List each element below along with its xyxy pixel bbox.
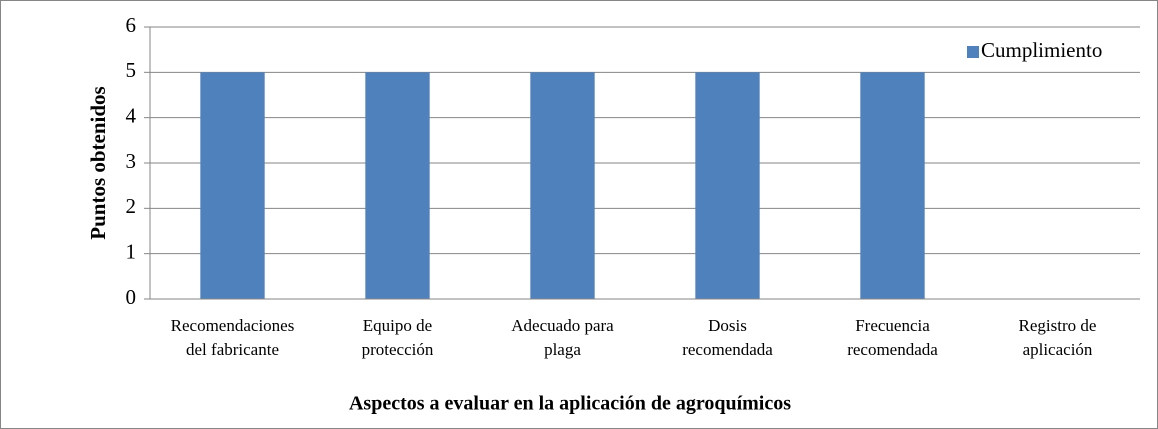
legend-swatch — [967, 46, 979, 58]
x-tick-label: del fabricante — [186, 340, 279, 359]
bar — [365, 72, 430, 299]
y-tick-label: 0 — [126, 285, 137, 309]
bar — [695, 72, 760, 299]
x-tick-label: Equipo de — [363, 316, 432, 335]
y-tick-label: 5 — [126, 58, 137, 82]
x-tick-label: Adecuado para — [511, 316, 614, 335]
x-tick-label: recomendada — [682, 340, 773, 359]
y-tick-label: 6 — [126, 13, 137, 37]
bar — [530, 72, 595, 299]
y-tick-label: 4 — [126, 103, 137, 127]
x-tick-label: recomendada — [847, 340, 938, 359]
x-tick-label: Registro de — [1019, 316, 1097, 335]
y-tick-label: 3 — [126, 149, 137, 173]
x-tick-label: protección — [362, 340, 434, 359]
bar — [860, 72, 925, 299]
x-tick-label: aplicación — [1023, 340, 1093, 359]
x-tick-label: plaga — [544, 340, 581, 359]
x-axis-label: Aspectos a evaluar en la aplicación de a… — [349, 393, 791, 415]
y-tick-label: 1 — [126, 239, 137, 263]
y-tick-label: 2 — [126, 194, 137, 218]
bar — [200, 72, 265, 299]
y-axis-label: Puntos obtenidos — [86, 86, 110, 239]
legend-label: Cumplimiento — [981, 38, 1102, 62]
x-tick-label: Recomendaciones — [171, 316, 295, 335]
x-tick-label: Dosis — [708, 316, 747, 335]
x-tick-label: Frecuencia — [855, 316, 930, 335]
